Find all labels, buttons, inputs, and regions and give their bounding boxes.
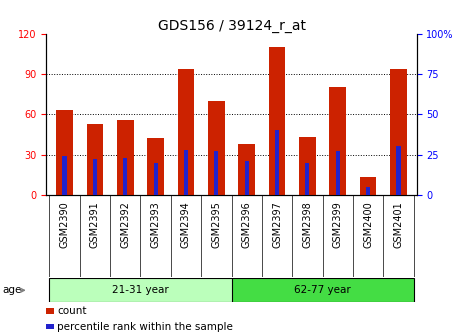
Text: percentile rank within the sample: percentile rank within the sample xyxy=(57,322,233,332)
Bar xyxy=(305,163,309,195)
Bar xyxy=(366,187,370,195)
Text: GSM2395: GSM2395 xyxy=(211,202,221,248)
Text: GSM2392: GSM2392 xyxy=(120,202,130,248)
Bar xyxy=(117,120,134,195)
Text: 62-77 year: 62-77 year xyxy=(294,285,351,295)
Bar xyxy=(87,124,103,195)
Text: GSM2399: GSM2399 xyxy=(333,202,343,248)
Text: GSM2396: GSM2396 xyxy=(242,202,252,248)
Title: GDS156 / 39124_r_at: GDS156 / 39124_r_at xyxy=(157,18,306,33)
Text: GSM2400: GSM2400 xyxy=(363,202,373,248)
Bar xyxy=(238,144,255,195)
Text: GSM2401: GSM2401 xyxy=(394,202,403,248)
Bar xyxy=(93,159,97,195)
Bar xyxy=(299,137,316,195)
Bar xyxy=(154,163,158,195)
Bar xyxy=(336,151,340,195)
Bar xyxy=(390,69,407,195)
Bar xyxy=(214,151,219,195)
Bar xyxy=(178,69,194,195)
Bar xyxy=(208,101,225,195)
Bar xyxy=(269,47,285,195)
Bar xyxy=(360,177,376,195)
Text: age: age xyxy=(2,285,22,295)
Bar xyxy=(275,130,279,195)
Bar xyxy=(184,150,188,195)
Bar xyxy=(63,156,67,195)
Bar xyxy=(56,110,73,195)
Text: GSM2391: GSM2391 xyxy=(90,202,100,248)
FancyBboxPatch shape xyxy=(232,278,413,302)
Text: GSM2398: GSM2398 xyxy=(302,202,313,248)
Text: GSM2397: GSM2397 xyxy=(272,202,282,248)
FancyBboxPatch shape xyxy=(50,278,232,302)
Bar xyxy=(147,138,164,195)
Bar xyxy=(396,146,400,195)
Text: GSM2390: GSM2390 xyxy=(60,202,69,248)
Text: 21-31 year: 21-31 year xyxy=(112,285,169,295)
Bar xyxy=(329,87,346,195)
Text: GSM2393: GSM2393 xyxy=(150,202,161,248)
Bar xyxy=(123,158,127,195)
Text: GSM2394: GSM2394 xyxy=(181,202,191,248)
Bar xyxy=(244,161,249,195)
Text: count: count xyxy=(57,306,87,316)
